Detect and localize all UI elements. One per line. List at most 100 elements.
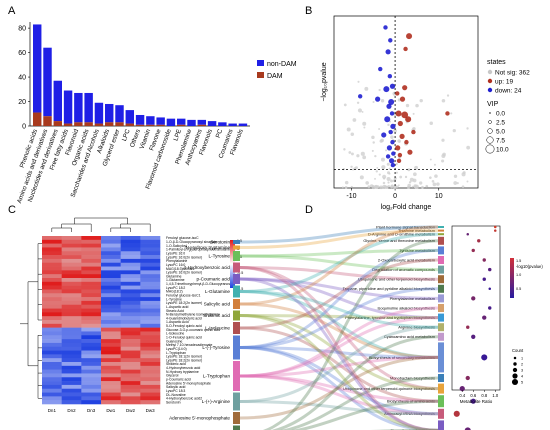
heatmap-cell bbox=[101, 358, 121, 363]
y-axis-title: −log₁₀pvalue bbox=[321, 62, 328, 101]
sankey-link bbox=[239, 314, 439, 320]
point-not-sig bbox=[461, 185, 465, 189]
sankey-link bbox=[239, 326, 439, 403]
sankey-link bbox=[239, 229, 439, 249]
heatmap-cell bbox=[140, 258, 161, 264]
heatmap-cell bbox=[61, 236, 82, 241]
pathway-label: Phenylalanine, tyrosine and tryptophan b… bbox=[345, 315, 435, 320]
pathway-node bbox=[438, 395, 444, 408]
heatmap-cell bbox=[61, 400, 82, 405]
bar-dam bbox=[135, 124, 145, 126]
heatmap-cell bbox=[120, 262, 141, 267]
pathway-label: D-Arginine and D-ornithine metabolism bbox=[368, 232, 435, 237]
sankey-link bbox=[239, 277, 439, 320]
bubble bbox=[453, 410, 460, 417]
heatmap-cell bbox=[42, 331, 62, 336]
heatmap-cell bbox=[81, 354, 102, 359]
point-not-sig bbox=[380, 157, 385, 162]
panel-label-d: D bbox=[305, 204, 313, 216]
point-down bbox=[389, 83, 396, 89]
heatmap-cell bbox=[140, 358, 161, 363]
heatmap-cell bbox=[120, 362, 141, 367]
point-down bbox=[390, 139, 395, 145]
row-label: LysoPE 18:2(2n isomer) bbox=[166, 358, 202, 362]
panel-label-a: A bbox=[8, 5, 16, 17]
heatmap-cell bbox=[140, 342, 161, 348]
point-not-sig bbox=[466, 180, 469, 183]
pathway-node bbox=[438, 265, 444, 274]
bubble-size-dot bbox=[513, 362, 517, 366]
point-not-sig bbox=[356, 101, 360, 105]
heatmap-cell bbox=[101, 236, 121, 241]
metabolite-label: L-Glutamine bbox=[205, 289, 230, 294]
point-not-sig bbox=[372, 100, 375, 104]
point-not-sig bbox=[412, 112, 415, 115]
heatmap-cell bbox=[42, 289, 62, 294]
row-label: Serotonin bbox=[166, 400, 181, 404]
bar-non-dam bbox=[177, 118, 186, 125]
row-label: LysoPC(14:0) bbox=[166, 347, 187, 351]
bubble bbox=[482, 258, 486, 262]
heatmap-cell bbox=[140, 362, 161, 367]
bar-dam bbox=[94, 123, 104, 126]
heatmap-cell bbox=[42, 358, 62, 363]
bubble bbox=[477, 239, 481, 243]
heatmap-cell bbox=[101, 281, 121, 286]
heatmap-cell bbox=[81, 297, 102, 302]
bar-non-dam bbox=[105, 103, 114, 123]
heatmap-cell bbox=[140, 396, 161, 401]
heatmap-cell bbox=[140, 239, 161, 244]
heatmap-cell bbox=[42, 304, 62, 309]
row-label: 4-Hydroxybenzoic acid bbox=[166, 366, 200, 370]
heatmap-cell bbox=[42, 339, 62, 344]
bar-non-dam bbox=[63, 90, 73, 124]
pathway-label: 2-Oxocarboxylic acid metabolism bbox=[378, 257, 435, 262]
metabolite-node bbox=[233, 262, 240, 273]
heatmap-cell bbox=[42, 384, 62, 390]
size-legend-label: 7.5 bbox=[496, 138, 505, 145]
point-not-sig bbox=[409, 177, 414, 182]
sankey-link bbox=[239, 346, 439, 359]
dendrogram-branch bbox=[120, 223, 151, 232]
legend-title: states bbox=[487, 59, 506, 66]
heatmap-cell bbox=[120, 342, 141, 348]
heatmap-cell bbox=[120, 392, 141, 397]
heatmap-cell bbox=[81, 381, 102, 386]
heatmap-cell bbox=[140, 339, 161, 344]
x-tick-label: -10 bbox=[346, 193, 356, 200]
pathway-label: Biosynthesis of secondary metabolites bbox=[369, 355, 435, 360]
heatmap-cell bbox=[140, 312, 161, 317]
point-down bbox=[387, 74, 393, 79]
bar-non-dam bbox=[74, 92, 83, 123]
heatmap-cell bbox=[140, 323, 161, 328]
heatmap-cell bbox=[101, 392, 121, 397]
size-legend-title: VIP bbox=[487, 101, 499, 108]
heatmap-cell bbox=[81, 369, 102, 374]
point-down bbox=[389, 158, 395, 164]
heatmap-cell bbox=[81, 247, 102, 252]
heatmap-cell bbox=[140, 289, 161, 294]
heatmap-cell bbox=[101, 308, 121, 313]
x-tick-label: PC bbox=[215, 128, 225, 139]
heatmap-cell bbox=[81, 285, 102, 290]
heatmap-cell bbox=[140, 251, 161, 256]
pathway-node bbox=[438, 256, 444, 264]
bar-dam bbox=[84, 122, 93, 126]
bubble bbox=[471, 334, 476, 339]
point-not-sig bbox=[396, 185, 399, 189]
point-not-sig bbox=[343, 103, 347, 107]
point-not-sig bbox=[378, 173, 381, 176]
sankey-link bbox=[239, 248, 439, 349]
pathway-node bbox=[438, 323, 444, 332]
point-up bbox=[395, 91, 400, 96]
bubble-size-dot bbox=[511, 378, 519, 386]
heatmap-cell bbox=[81, 304, 102, 309]
bar-non-dam bbox=[94, 102, 104, 124]
row-label: LysoPC 18:3 bbox=[166, 389, 185, 393]
point-not-sig bbox=[450, 112, 453, 115]
point-not-sig bbox=[411, 185, 414, 188]
heatmap-cell bbox=[140, 392, 161, 397]
heatmap-cell bbox=[61, 293, 82, 298]
point-not-sig bbox=[452, 128, 456, 133]
row-label: 1-Palmitoyl-sn-glycerophosphoethanolamin… bbox=[166, 248, 233, 252]
